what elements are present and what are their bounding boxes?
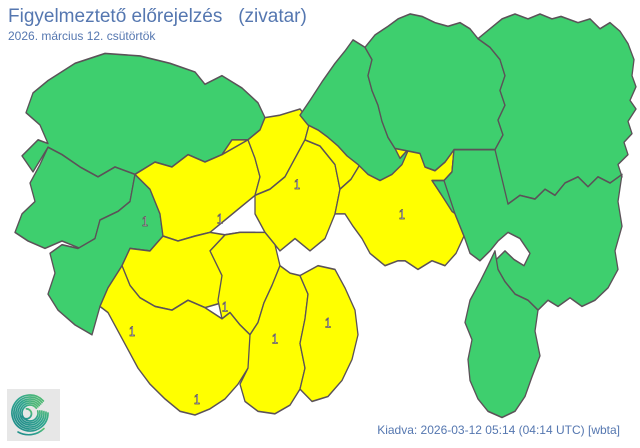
svg-text:1: 1 — [222, 299, 228, 314]
svg-text:1: 1 — [325, 315, 331, 330]
svg-text:1: 1 — [129, 324, 135, 339]
svg-text:1: 1 — [399, 207, 405, 222]
svg-text:1: 1 — [194, 392, 200, 407]
svg-text:1: 1 — [217, 212, 223, 227]
svg-text:1: 1 — [294, 177, 300, 192]
svg-text:1: 1 — [272, 331, 278, 346]
svg-text:1: 1 — [142, 214, 148, 229]
